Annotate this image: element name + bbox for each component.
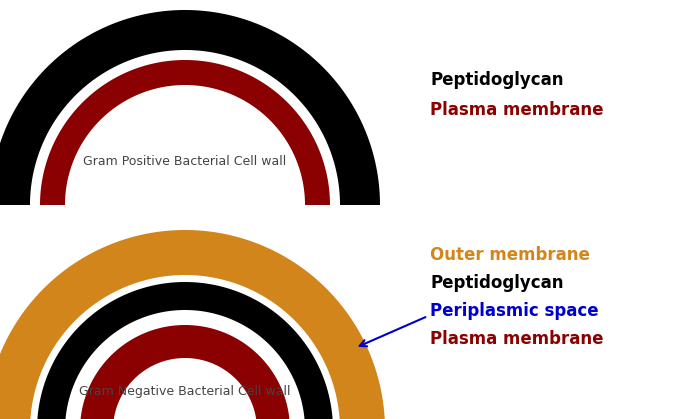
Text: Peptidoglycan: Peptidoglycan xyxy=(430,71,563,89)
Text: Plasma membrane: Plasma membrane xyxy=(430,330,604,348)
Polygon shape xyxy=(0,10,380,205)
Text: Outer membrane: Outer membrane xyxy=(430,246,590,264)
Text: Gram Negative Bacterial Cell wall: Gram Negative Bacterial Cell wall xyxy=(79,385,291,398)
Polygon shape xyxy=(0,230,385,419)
Polygon shape xyxy=(40,60,330,205)
Polygon shape xyxy=(37,282,333,419)
Polygon shape xyxy=(80,325,290,419)
Text: Peptidoglycan: Peptidoglycan xyxy=(430,274,563,292)
Text: Periplasmic space: Periplasmic space xyxy=(430,302,598,320)
Text: Gram Positive Bacterial Cell wall: Gram Positive Bacterial Cell wall xyxy=(83,155,287,168)
Text: Plasma membrane: Plasma membrane xyxy=(430,101,604,119)
